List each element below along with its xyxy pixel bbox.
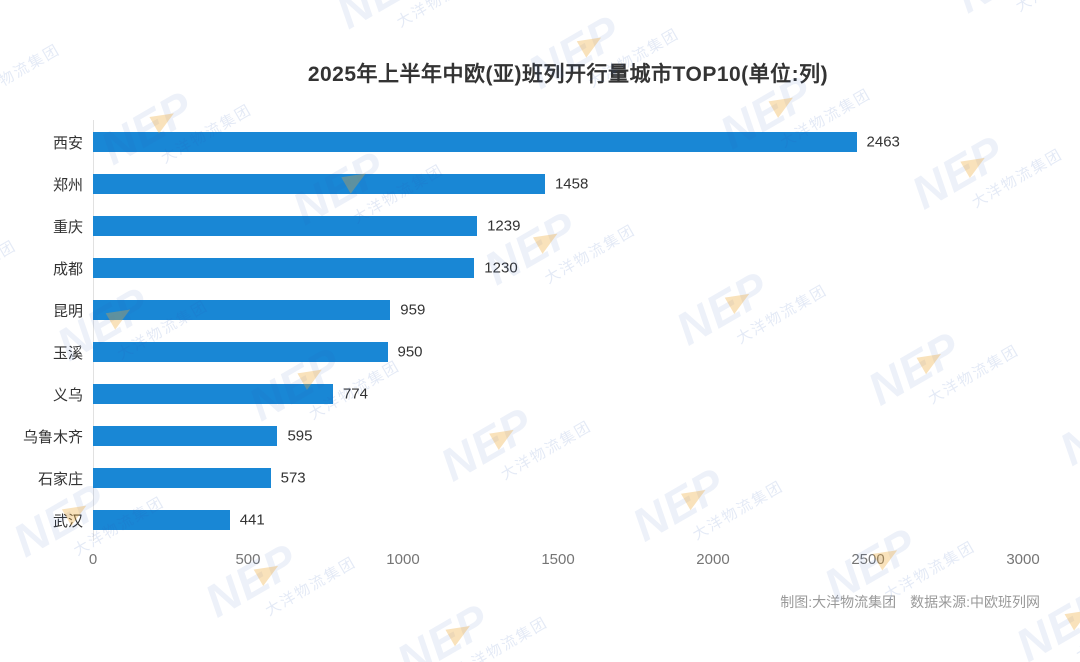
bar-track: 441 bbox=[93, 510, 1023, 530]
bar-track: 595 bbox=[93, 426, 1023, 446]
bar bbox=[93, 426, 278, 446]
category-label: 成都 bbox=[52, 260, 83, 278]
bar-row: 石家庄 573 bbox=[0, 457, 1080, 499]
bar-chart: 西安 2463 郑州 1458 重庆 1239 成都 1230 昆明 959 玉溪 950 义乌 774 乌… bbox=[0, 120, 1080, 580]
watermark-company-text: 大洋物流集团 bbox=[25, 646, 195, 662]
category-label: 郑州 bbox=[52, 176, 83, 194]
value-label: 595 bbox=[287, 427, 313, 445]
category-label: 乌鲁木齐 bbox=[22, 428, 83, 446]
watermark-company-text: 大洋物流集团 bbox=[0, 586, 4, 662]
watermark-company-text: 大洋物流集团 bbox=[454, 614, 552, 662]
bar-row: 西安 2463 bbox=[0, 121, 1080, 163]
logo-triangle-icon bbox=[768, 89, 798, 118]
bar bbox=[93, 300, 391, 320]
bar-track: 959 bbox=[93, 300, 1023, 320]
x-tick-label: 3000 bbox=[1006, 551, 1040, 568]
category-label: 昆明 bbox=[52, 302, 83, 320]
y-axis-line bbox=[93, 120, 94, 541]
bar bbox=[93, 510, 230, 530]
value-label: 774 bbox=[342, 385, 368, 403]
bar-track: 774 bbox=[93, 384, 1023, 404]
bar-row: 成都 1230 bbox=[0, 247, 1080, 289]
logo-triangle-icon bbox=[1064, 602, 1080, 631]
x-tick-label: 500 bbox=[235, 551, 261, 568]
watermark-company-text: 大洋物流集团 bbox=[0, 41, 64, 107]
category-label: 重庆 bbox=[52, 218, 83, 236]
nep-logo: NEP bbox=[387, 593, 499, 662]
x-axis-ticks: 0 500 1000 1500 2000 2500 3000 bbox=[89, 551, 1040, 571]
value-label: 959 bbox=[400, 301, 426, 319]
bar-row: 昆明 959 bbox=[0, 289, 1080, 331]
bar-track: 950 bbox=[93, 342, 1023, 362]
bar-row: 义乌 774 bbox=[0, 373, 1080, 415]
category-label: 玉溪 bbox=[52, 344, 83, 362]
x-tick-label: 0 bbox=[88, 551, 98, 568]
value-label: 1230 bbox=[484, 259, 518, 277]
bar-track: 1239 bbox=[93, 216, 1023, 236]
bar bbox=[93, 174, 545, 194]
bar bbox=[93, 132, 857, 152]
x-tick-label: 1000 bbox=[386, 551, 420, 568]
value-label: 1239 bbox=[487, 217, 521, 235]
bar-row: 乌鲁木齐 595 bbox=[0, 415, 1080, 457]
value-label: 1458 bbox=[554, 175, 589, 193]
bar-track: 573 bbox=[93, 468, 1023, 488]
bar-track: 2463 bbox=[93, 132, 1023, 152]
chart-title: 2025年上半年中欧(亚)班列开行量城市TOP10(单位:列) bbox=[307, 63, 829, 86]
watermark-company-text: 大洋物流集团 bbox=[645, 631, 815, 662]
x-tick-label: 2000 bbox=[696, 551, 730, 568]
bar bbox=[93, 342, 388, 362]
logo-triangle-icon bbox=[576, 29, 607, 58]
value-label: 441 bbox=[239, 511, 265, 529]
logo-triangle-icon bbox=[445, 618, 475, 647]
category-label: 义乌 bbox=[52, 386, 83, 404]
nep-logo: NEP bbox=[947, 0, 1058, 23]
bar-row: 重庆 1239 bbox=[0, 205, 1080, 247]
category-label: 西安 bbox=[52, 134, 83, 152]
bar bbox=[93, 384, 333, 404]
bar-row: 玉溪 950 bbox=[0, 331, 1080, 373]
bar bbox=[93, 216, 478, 236]
bar-row: 郑州 1458 bbox=[0, 163, 1080, 205]
bar bbox=[93, 258, 475, 278]
x-tick-label: 1500 bbox=[541, 551, 575, 568]
watermark-company-text: 大洋物流集团 bbox=[392, 0, 562, 32]
category-label: 武汉 bbox=[52, 512, 83, 530]
value-label: 950 bbox=[397, 343, 423, 361]
credits: 制图:大洋物流集团 数据来源:中欧班列网 bbox=[780, 592, 1040, 612]
value-label: 2463 bbox=[866, 133, 900, 151]
credit-source: 数据来源:中欧班列网 bbox=[910, 594, 1040, 610]
bar-rows: 西安 2463 郑州 1458 重庆 1239 成都 1230 昆明 959 玉溪 950 义乌 774 乌… bbox=[0, 121, 1080, 541]
watermark-company-text: 大洋物流集团 bbox=[1011, 0, 1080, 16]
bar bbox=[93, 468, 271, 488]
nep-logo: NEP bbox=[328, 0, 439, 38]
credit-maker: 制图:大洋物流集团 bbox=[780, 594, 897, 610]
category-label: 石家庄 bbox=[37, 470, 83, 488]
bar-track: 1458 bbox=[93, 174, 1023, 194]
bar-track: 1230 bbox=[93, 258, 1023, 278]
nep-logo: NEP bbox=[580, 654, 691, 662]
bar-row: 武汉 441 bbox=[0, 499, 1080, 541]
value-label: 573 bbox=[280, 469, 306, 487]
x-tick-label: 2500 bbox=[851, 551, 885, 568]
